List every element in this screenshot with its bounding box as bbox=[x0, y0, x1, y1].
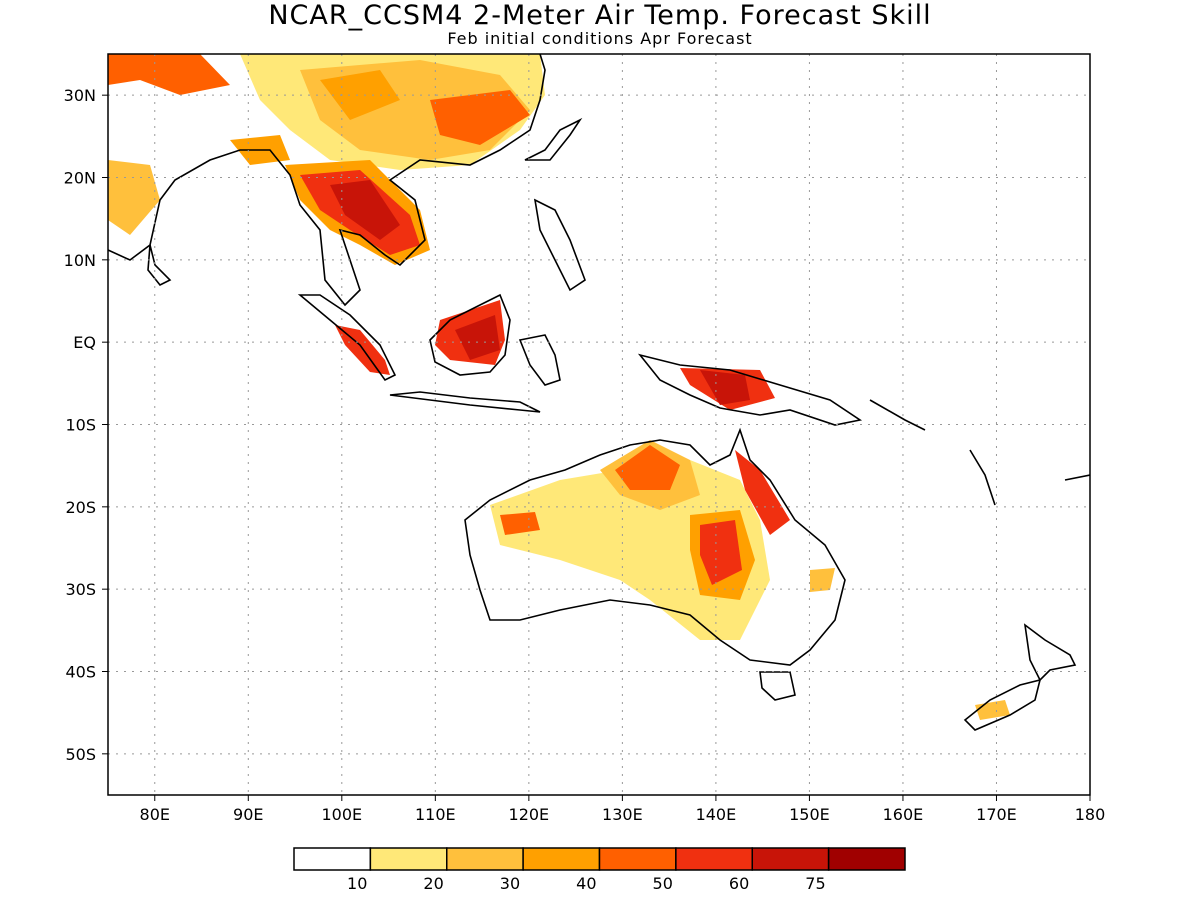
lon-tick-label: 130E bbox=[602, 805, 643, 824]
skill-region-se-australia bbox=[810, 568, 835, 592]
colorbar-swatch bbox=[522, 847, 601, 871]
lat-tick-label: 10N bbox=[64, 251, 96, 270]
coast-vanuatu bbox=[969, 449, 996, 506]
coast-india-south bbox=[147, 244, 172, 287]
colorbar-label: 20 bbox=[423, 874, 443, 893]
colorbar-label: 10 bbox=[347, 874, 367, 893]
lat-tick-label: 30N bbox=[64, 86, 96, 105]
lat-tick-label: EQ bbox=[73, 333, 96, 352]
map-subtitle: Feb initial conditions Apr Forecast bbox=[447, 29, 753, 48]
skill-region-india-north bbox=[108, 54, 230, 95]
skill-region-new-guinea-max bbox=[700, 370, 750, 405]
plot-frame bbox=[107, 53, 1091, 796]
lon-tick-label: 80E bbox=[140, 805, 170, 824]
skill-region-china-east bbox=[430, 90, 530, 145]
coast-fiji bbox=[1064, 474, 1090, 481]
colorbar: 10 20 30 40 50 60 75 bbox=[293, 847, 906, 893]
lon-tick-label: 160E bbox=[883, 805, 924, 824]
coast-australia bbox=[464, 427, 846, 666]
colorbar-swatch bbox=[827, 847, 906, 871]
latitude-axis: 30N 20N 10N EQ 10S 20S 30S 40S 50S bbox=[64, 86, 108, 764]
skill-region-sumatra bbox=[335, 325, 390, 375]
lat-tick-label: 20N bbox=[64, 169, 96, 188]
colorbar-swatch bbox=[446, 847, 524, 871]
coast-new-guinea bbox=[637, 353, 863, 426]
skill-region-australia-central-max bbox=[700, 520, 742, 585]
lat-tick-label: 10S bbox=[65, 416, 96, 435]
lon-tick-label: 100E bbox=[321, 805, 362, 824]
colorbar-swatch bbox=[369, 847, 448, 871]
skill-region-australia-north-high bbox=[615, 445, 680, 490]
lon-tick-label: 180 bbox=[1075, 805, 1106, 824]
lon-tick-label: 140E bbox=[696, 805, 737, 824]
coast-borneo bbox=[429, 293, 511, 376]
gridline-layer bbox=[108, 54, 1090, 795]
colorbar-label: 75 bbox=[805, 874, 825, 893]
lon-tick-label: 110E bbox=[415, 805, 456, 824]
map-title: NCAR_CCSM4 2-Meter Air Temp. Forecast Sk… bbox=[268, 0, 932, 31]
coast-solomons bbox=[869, 399, 926, 431]
colorbar-swatch bbox=[675, 847, 753, 871]
lon-tick-label: 170E bbox=[976, 805, 1017, 824]
skill-region-indochina-max bbox=[330, 180, 400, 240]
lat-tick-label: 40S bbox=[65, 663, 96, 682]
skill-region-pilbara bbox=[500, 512, 540, 535]
coastline-layer bbox=[108, 54, 1090, 731]
skill-field-layer bbox=[108, 54, 1010, 720]
coast-tasmania bbox=[759, 671, 796, 701]
colorbar-label: 50 bbox=[653, 874, 673, 893]
colorbar-label: 30 bbox=[500, 874, 520, 893]
lat-tick-label: 30S bbox=[65, 580, 96, 599]
coast-sumatra bbox=[297, 294, 397, 382]
lat-tick-label: 20S bbox=[65, 498, 96, 517]
coast-java bbox=[389, 391, 541, 413]
lon-tick-label: 150E bbox=[789, 805, 830, 824]
skill-region-queensland bbox=[735, 450, 790, 535]
lon-tick-label: 120E bbox=[509, 805, 550, 824]
lat-tick-label: 50S bbox=[65, 745, 96, 764]
skill-region-india bbox=[108, 160, 160, 235]
skill-region-borneo-max bbox=[455, 315, 500, 360]
skill-region-china-high bbox=[320, 70, 400, 120]
colorbar-swatch bbox=[293, 847, 372, 871]
colorbar-swatch bbox=[751, 847, 830, 871]
colorbar-label: 40 bbox=[576, 874, 596, 893]
coast-new-zealand-north bbox=[1023, 623, 1077, 682]
coast-new-zealand-south bbox=[963, 678, 1042, 731]
coast-sulawesi bbox=[518, 334, 561, 386]
longitude-axis: 80E 90E 100E 110E 120E 130E 140E 150E 160E 170E 18… bbox=[140, 795, 1106, 824]
colorbar-label: 60 bbox=[729, 874, 749, 893]
lon-tick-label: 90E bbox=[233, 805, 263, 824]
colorbar-swatch bbox=[598, 847, 677, 871]
coast-philippines bbox=[533, 198, 586, 292]
coast-japan bbox=[524, 117, 583, 161]
